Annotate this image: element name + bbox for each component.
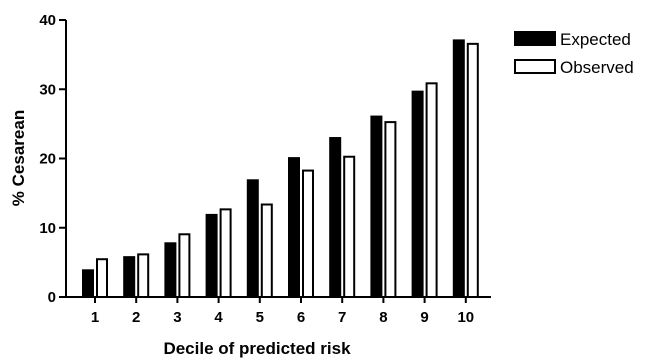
ticks-group: 1 2 3 4 5 6 7 8 9 10 0 10 20 30 40 — [39, 12, 474, 326]
y-tick-label: 10 — [39, 220, 56, 237]
legend-swatch-observed — [514, 59, 556, 74]
bar-observed-9 — [425, 82, 438, 298]
y-tick-label: 30 — [39, 81, 56, 98]
x-axis-title: Decile of predicted risk — [163, 339, 351, 358]
bar-expected-4 — [205, 213, 218, 298]
bar-expected-5 — [246, 179, 259, 298]
x-tick-label: 3 — [173, 309, 181, 326]
legend: Expected Observed — [514, 30, 634, 77]
x-tick-label: 9 — [420, 309, 428, 326]
bar-expected-1 — [82, 269, 94, 298]
bar-expected-9 — [411, 90, 424, 299]
bar-expected-3 — [164, 242, 177, 298]
y-tick-label: 0 — [48, 289, 56, 306]
bar-observed-8 — [384, 121, 397, 299]
x-tick-label: 5 — [256, 309, 264, 326]
bar-expected-6 — [288, 157, 300, 298]
legend-label-observed: Observed — [560, 58, 634, 77]
x-tick-label: 2 — [132, 309, 140, 326]
bar-observed-10 — [466, 42, 479, 299]
x-tick-label: 8 — [379, 309, 387, 326]
bar-expected-7 — [329, 137, 342, 298]
bar-observed-2 — [137, 253, 150, 298]
legend-label-expected: Expected — [560, 30, 631, 49]
bar-expected-2 — [123, 256, 136, 298]
x-tick-label: 1 — [91, 309, 99, 326]
bar-expected-10 — [452, 39, 465, 298]
bar-observed-6 — [302, 169, 314, 298]
x-tick-label: 7 — [338, 309, 346, 326]
bar-observed-4 — [219, 208, 232, 298]
y-axis-title: % Cesarean — [9, 110, 28, 206]
bar-observed-1 — [96, 258, 108, 298]
bar-observed-5 — [260, 203, 273, 298]
bar-expected-8 — [370, 115, 383, 298]
x-tick-label: 10 — [457, 309, 474, 326]
y-tick-label: 40 — [39, 12, 56, 29]
x-tick-label: 4 — [214, 309, 223, 326]
bar-observed-7 — [343, 155, 356, 298]
legend-swatch-expected — [514, 31, 556, 46]
x-tick-label: 6 — [297, 309, 305, 326]
y-tick-label: 20 — [39, 151, 56, 168]
bars-group — [82, 39, 479, 299]
bar-observed-3 — [178, 233, 191, 298]
